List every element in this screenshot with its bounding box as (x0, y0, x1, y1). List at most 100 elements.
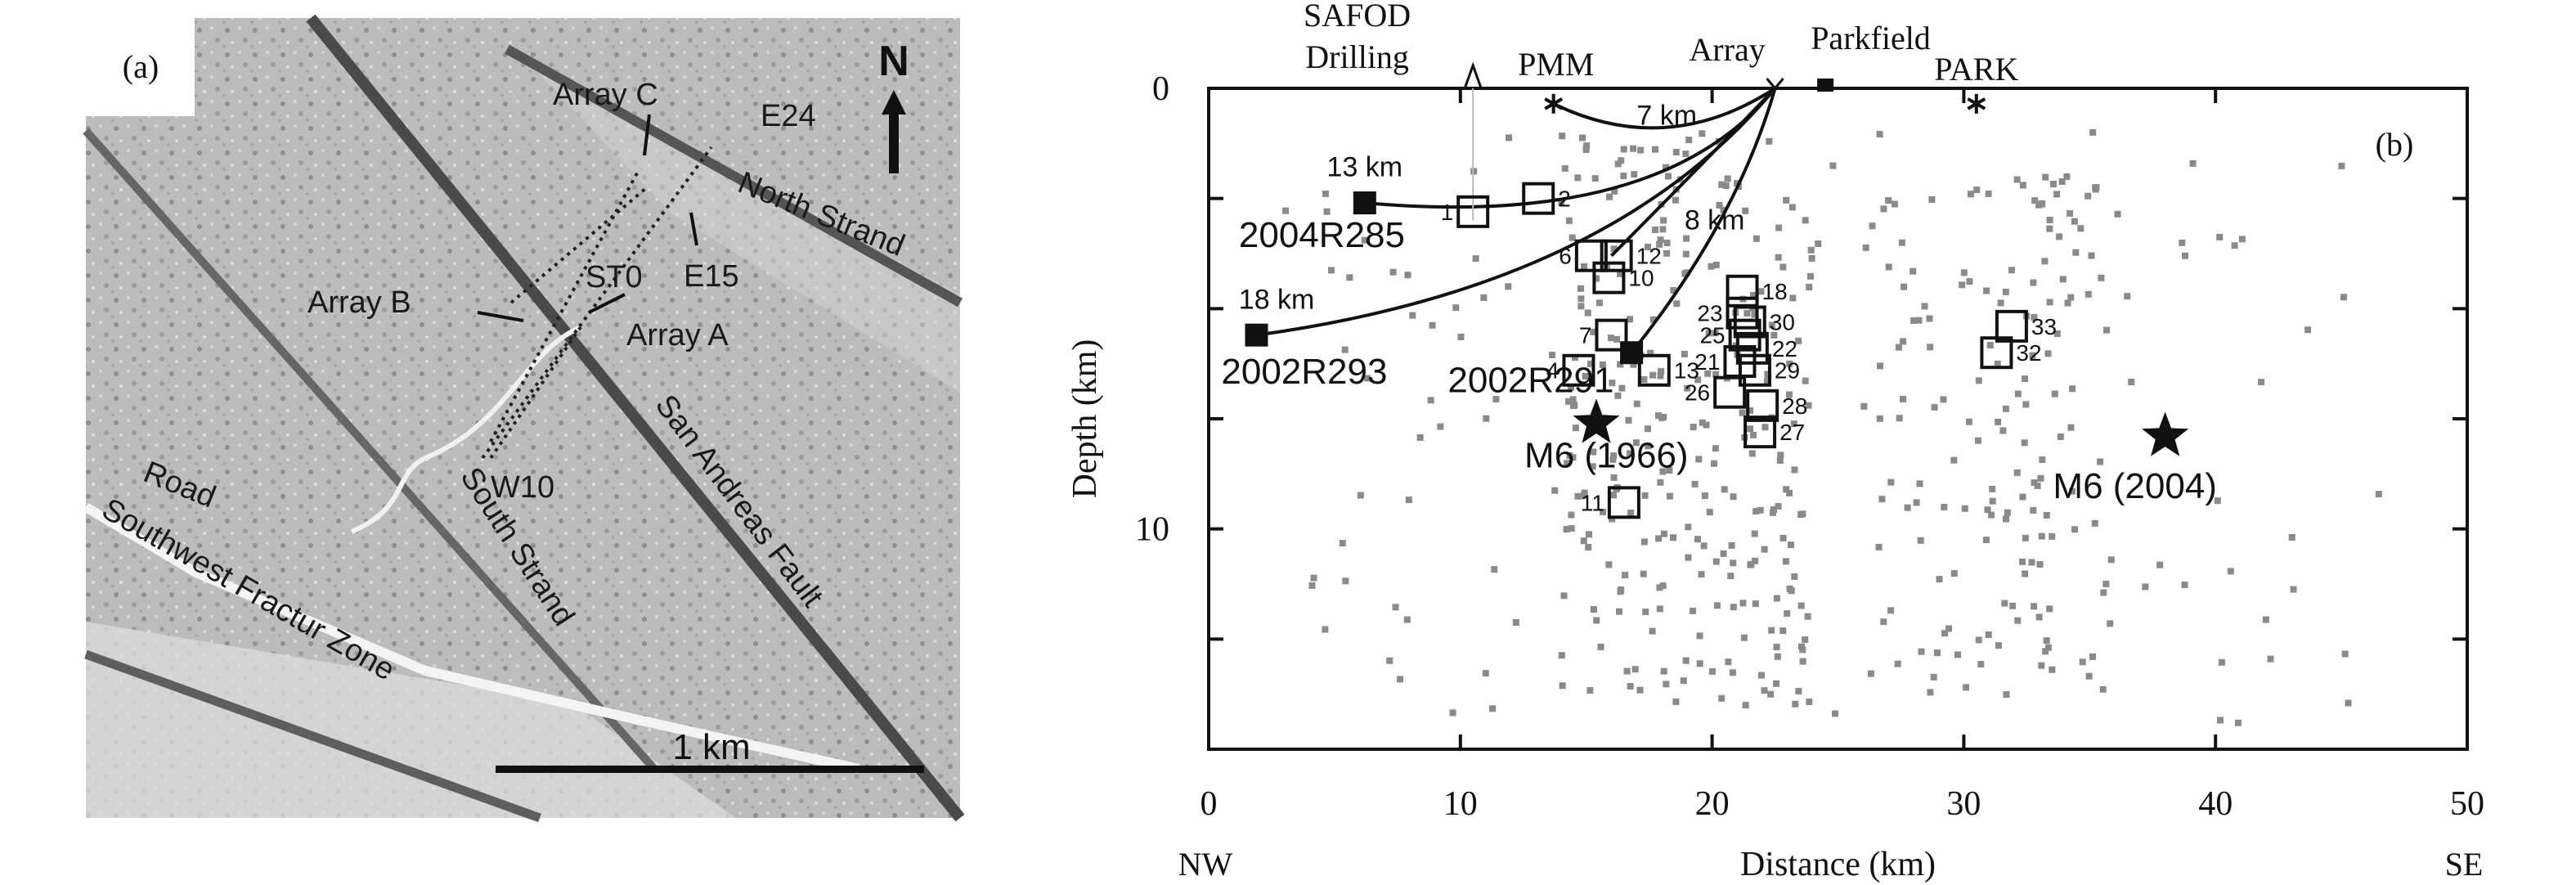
seismicity-dot (1579, 134, 1586, 142)
seismicity-dot (1965, 418, 1972, 425)
seismicity-dot (2059, 276, 2067, 283)
seismicity-dot (1945, 625, 1952, 632)
seismicity-dot (2156, 561, 2164, 568)
seismicity-dot (1470, 168, 1478, 175)
south-strand-trace (83, 128, 657, 772)
array-marker (1766, 78, 1784, 91)
seismicity-dot (1895, 344, 1902, 351)
x-tick-label: 0 (1200, 785, 1218, 823)
seismicity-dot (1660, 667, 1667, 675)
seismicity-dot (1452, 304, 1460, 312)
seismicity-dot (1961, 505, 1968, 512)
array-line-a (481, 146, 713, 460)
seismicity-dot (1652, 227, 1658, 233)
seismicity-dot (1940, 396, 1947, 403)
seismicity-dot (1797, 602, 1805, 609)
seismicity-dot (1795, 688, 1802, 694)
seismicity-dot (1700, 542, 1708, 550)
seismicity-dot (2091, 519, 2098, 527)
station-marker (1744, 416, 1777, 449)
seismicity-dot (1630, 145, 1637, 152)
seismicity-dot (1721, 486, 1728, 493)
seismicity-dot (2031, 603, 2038, 610)
seismicity-dot (2042, 173, 2049, 181)
seismicity-dot (1752, 600, 1759, 608)
seismicity-dot (1614, 160, 1622, 168)
seismicity-dot (1791, 466, 1798, 474)
seismicity-dot (1328, 267, 1335, 274)
scale-label: 1 km (672, 727, 750, 767)
event-distance-13km: 13 km (1327, 152, 1403, 183)
seismicity-dot (1342, 577, 1349, 585)
seismicity-dot (1757, 506, 1764, 514)
seismicity-dot (2031, 197, 2039, 204)
seismicity-dot (1691, 480, 1699, 487)
seismicity-dot (1876, 415, 1883, 422)
seismicity-dot (1657, 372, 1664, 380)
seismicity-dot (1722, 182, 1730, 189)
seismicity-dot (1631, 171, 1638, 178)
seismicity-dot (1645, 244, 1651, 250)
seismicity-dot (1730, 559, 1737, 567)
seismicity-dot (1657, 236, 1664, 244)
y-axis-label: Depth (km) (1066, 339, 1104, 499)
seismicity-dot (1720, 550, 1727, 557)
seismicity-dot (1682, 657, 1690, 664)
seismicity-dot (1457, 333, 1465, 340)
seismicity-dot (2053, 191, 2061, 198)
seismicity-dot (1728, 541, 1735, 549)
seismicity-dot (2071, 218, 2078, 225)
seismicity-dot (1672, 196, 1679, 204)
seismicity-dot (1582, 373, 1589, 380)
seismicity-dot (2079, 658, 2086, 666)
seismicity-dot (1346, 274, 1353, 281)
seismicity-dot (2214, 497, 2221, 505)
seismicity-dot (1900, 338, 1907, 345)
e15-label: E15 (684, 259, 739, 294)
seismicity-dot (1989, 485, 1996, 492)
seismicity-dot (2340, 294, 2347, 301)
seismicity-dot (1786, 585, 1793, 592)
seismicity-dot (1930, 673, 1937, 681)
array-a-pointer (588, 293, 626, 314)
seismicity-dot (1788, 204, 1796, 211)
station-marker (1726, 296, 1759, 330)
seismicity-dot (2038, 200, 2045, 207)
seismicity-dot (1725, 658, 1732, 666)
seismicity-dot (1708, 263, 1715, 270)
seismicity-dot (1357, 492, 1364, 499)
seismicity-dot (1887, 607, 1895, 614)
seismicity-dot (1806, 699, 1813, 705)
e15-pointer (689, 212, 698, 246)
chart-panel: 0 10 20 30 40 50 0 10 Distance (km) NW SE Depth (km… (1066, 0, 2484, 883)
seismicity-dot (2067, 209, 2074, 217)
seismicity-dot (1742, 702, 1749, 709)
seismicity-dot (1875, 543, 1883, 550)
seismicity-dot (1590, 328, 1597, 335)
seismicity-dot (1663, 249, 1671, 257)
seismicity-dot (1768, 627, 1775, 634)
seismicity-dot (1757, 288, 1765, 295)
seismicity-dot (1718, 181, 1726, 188)
san-andreas-fault-trace (306, 14, 965, 822)
seismicity-dot (1807, 272, 1814, 280)
seismicity-dot (2046, 299, 2053, 306)
seismicity-dot (1574, 174, 1582, 182)
seismicity-dot (1663, 164, 1670, 171)
seismicity-dot (1681, 350, 1688, 357)
seismicity-dot (1928, 195, 1936, 203)
seismicity-dot (1403, 616, 1411, 623)
seismicity-dot (1581, 492, 1588, 499)
seismicity-dot (2179, 239, 2186, 246)
seismicity-dot (2014, 617, 2022, 624)
seismicity-dot (2182, 252, 2188, 259)
seismicity-dot (1773, 595, 1780, 602)
seismicity-dot (2085, 192, 2092, 200)
array-line-w (489, 326, 582, 460)
seismicity-dot (1551, 487, 1559, 494)
seismicity-dot (1763, 378, 1770, 385)
seismicity-dot (1656, 240, 1663, 248)
seismicity-dot (1894, 660, 1901, 667)
seismicity-dot (1649, 627, 1656, 635)
seismicity-dot (2019, 493, 2026, 501)
